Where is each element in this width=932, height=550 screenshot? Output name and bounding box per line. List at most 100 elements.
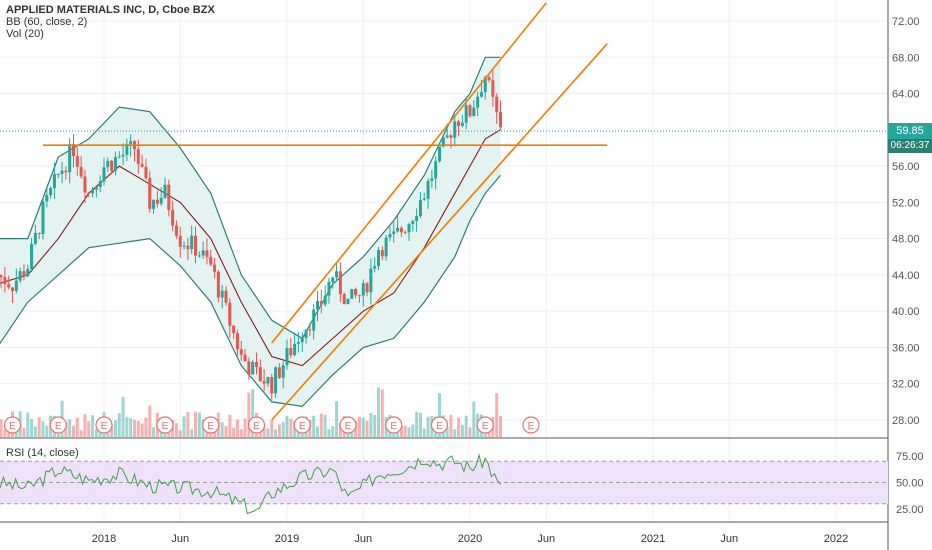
candle-body [304, 329, 308, 338]
candle-body [323, 295, 327, 305]
volume-bar [129, 418, 133, 437]
volume-bar [110, 424, 114, 437]
volume-bar [319, 413, 323, 437]
candle-body [125, 144, 129, 155]
candle-body [209, 256, 213, 265]
candle-body [136, 149, 140, 164]
candle-body [159, 197, 163, 204]
earnings-marker [522, 416, 540, 434]
volume-bar [327, 429, 331, 437]
candle-body [235, 332, 239, 350]
candle-body [266, 376, 270, 384]
earnings-label: E [101, 421, 108, 432]
candle-body [415, 216, 419, 222]
volume-bar [239, 429, 243, 437]
candle-body [430, 178, 434, 181]
volume-bar [106, 429, 110, 437]
volume-bar [251, 389, 255, 437]
volume-bar [281, 421, 285, 437]
volume-bar [194, 411, 197, 437]
candle-body [174, 225, 178, 236]
price-tick-label: 48.00 [892, 234, 920, 246]
candle-body [426, 180, 430, 199]
time-tick-label: 2018 [92, 533, 116, 545]
volume-bar [472, 401, 476, 437]
candle-body [110, 160, 114, 171]
volume-bar [247, 392, 251, 437]
price-tick-label: 28.00 [892, 415, 920, 427]
volume-bar [415, 411, 419, 437]
volume-bar [380, 389, 384, 437]
last-price-tag: 59.85 [888, 123, 932, 140]
candle-body [197, 255, 201, 257]
volume-bar [228, 414, 232, 437]
channel-lower [271, 43, 608, 421]
candle-body [399, 227, 403, 233]
price-tick-label: 32.00 [892, 379, 920, 391]
volume-bar [75, 417, 79, 437]
candle-body [434, 161, 438, 179]
price-tick-label: 64.00 [892, 89, 920, 101]
time-tick-label: 2021 [641, 533, 665, 545]
price-tick-label: 52.00 [892, 197, 920, 209]
candle-body [281, 365, 285, 378]
candle-body [7, 284, 11, 288]
volume-bar [235, 419, 239, 437]
volume-bar [30, 418, 34, 437]
volume-bar [243, 418, 247, 437]
volume-bar [33, 426, 37, 437]
time-tick-label: Jun [537, 533, 555, 545]
earnings-marker [430, 416, 449, 434]
candle-body [68, 144, 72, 173]
candle-body [327, 282, 331, 296]
candle-body [308, 329, 312, 331]
volume-bar [403, 425, 407, 437]
candle-body [18, 271, 22, 281]
price-tick-label: 36.00 [892, 342, 920, 354]
candle-body [396, 227, 400, 232]
time-tick-label: 2020 [458, 533, 482, 545]
candle-body [140, 163, 144, 167]
volume-bar [72, 425, 75, 437]
candle-body [11, 287, 14, 292]
time-tick-label: Jun [720, 533, 738, 545]
candle-body [190, 235, 194, 250]
candle-body [201, 250, 205, 256]
time-tick-label: 2019 [275, 533, 299, 545]
candle-body [171, 210, 175, 226]
earnings-marker [293, 416, 311, 434]
candle-body [407, 223, 411, 233]
candle-body [163, 184, 167, 198]
volume-bar [79, 430, 83, 437]
volume-bar [354, 421, 358, 437]
earnings-label: E [345, 421, 352, 432]
volume-bar [182, 416, 186, 437]
volume-bar [357, 416, 361, 437]
candle-body [75, 156, 79, 167]
earnings-label: E [436, 421, 443, 432]
candle-body [243, 354, 247, 362]
volume-bar [22, 427, 26, 437]
candle-body [300, 337, 304, 343]
candle-body [312, 309, 316, 331]
candle-body [392, 231, 396, 235]
candle-body [277, 367, 281, 378]
candle-body [148, 178, 152, 209]
volume-bar [373, 415, 377, 437]
volume-bar [121, 396, 125, 437]
candle-body [418, 200, 422, 217]
volume-bar [369, 413, 373, 437]
volume-bar [331, 426, 335, 437]
vol-legend: Vol (20) [6, 28, 44, 40]
candle-body [453, 121, 457, 138]
candle-body [316, 301, 319, 310]
candle-body [224, 290, 228, 303]
volume-bar [365, 420, 369, 437]
candle-body [37, 233, 41, 235]
candle-body [30, 243, 34, 270]
volume-bar [190, 429, 194, 437]
candle-body [178, 235, 182, 247]
candle-body [346, 298, 350, 305]
candle-body [182, 245, 186, 247]
